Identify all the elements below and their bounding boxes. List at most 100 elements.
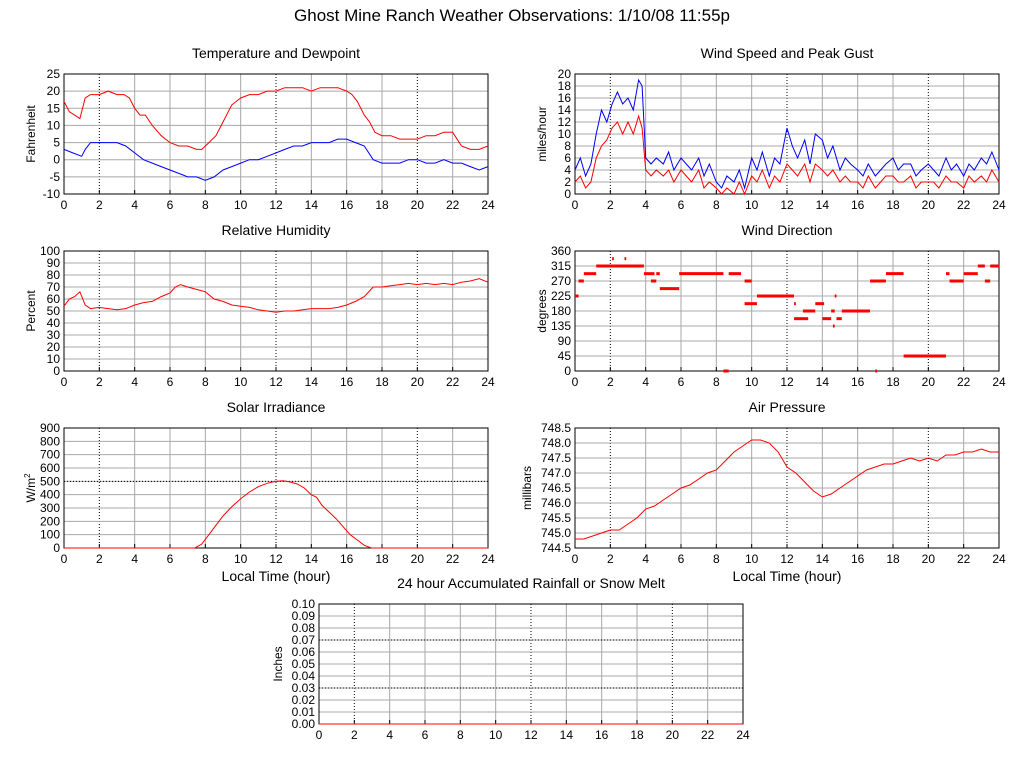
wind-xtick-label: 10 <box>745 198 759 212</box>
wind-xtick-label: 24 <box>992 198 1006 212</box>
humidity-ytick-label: 60 <box>47 292 61 306</box>
rain-chart: 24 hour Accumulated Rainfall or Snow Mel… <box>271 575 750 742</box>
solar-ytick-label: 800 <box>40 434 60 448</box>
pressure-xtick-label: 2 <box>607 552 614 566</box>
humidity-ytick-label: 30 <box>47 328 61 342</box>
humidity-xtick-label: 14 <box>305 375 319 389</box>
winddir-xtick-label: 10 <box>745 375 759 389</box>
rain-ytick-label: 0.10 <box>292 597 316 611</box>
rain-ytick-label: 0.00 <box>292 717 316 731</box>
rain-xtick-label: 12 <box>524 728 538 742</box>
wind-title: Wind Speed and Peak Gust <box>701 45 874 61</box>
wind-ytick-label: 12 <box>558 115 572 129</box>
temp-ytick-label: 25 <box>47 67 61 81</box>
pressure-ytick-label: 746.0 <box>541 496 571 510</box>
rain-xtick-label: 8 <box>457 728 464 742</box>
pressure-ytick-label: 745.0 <box>541 526 571 540</box>
humidity-xtick-label: 16 <box>340 375 354 389</box>
solar-ytick-label: 0 <box>53 541 60 555</box>
temp-xtick-label: 22 <box>446 198 460 212</box>
solar-xtick-label: 6 <box>167 552 174 566</box>
rain-xtick-label: 22 <box>701 728 715 742</box>
temp-xtick-label: 2 <box>96 198 103 212</box>
wind-xtick-label: 6 <box>678 198 685 212</box>
solar-ytick-label: 900 <box>40 421 60 435</box>
temp-xtick-label: 20 <box>411 198 425 212</box>
wind-xtick-label: 14 <box>816 198 830 212</box>
pressure-ytick-label: 747.0 <box>541 466 571 480</box>
humidity-ytick-label: 50 <box>47 304 61 318</box>
rain-xtick-label: 0 <box>316 728 323 742</box>
rain-xtick-label: 18 <box>630 728 644 742</box>
winddir-ytick-label: 270 <box>551 274 571 288</box>
humidity-xtick-label: 0 <box>61 375 68 389</box>
winddir-xtick-label: 2 <box>607 375 614 389</box>
pressure-xtick-label: 14 <box>816 552 830 566</box>
rain-xtick-label: 10 <box>489 728 503 742</box>
winddir-xtick-label: 18 <box>886 375 900 389</box>
solar-ylabel: W/m2 <box>23 473 38 503</box>
humidity-xtick-label: 18 <box>375 375 389 389</box>
solar-xtick-label: 10 <box>234 552 248 566</box>
wind-ytick-label: 2 <box>564 175 571 189</box>
temp-ytick-label: 0 <box>53 153 60 167</box>
solar-ytick-label: 400 <box>40 488 60 502</box>
solar-ytick-label: 300 <box>40 501 60 515</box>
solar-ylabel-sup: 2 <box>23 473 32 478</box>
pressure-xtick-label: 6 <box>678 552 685 566</box>
winddir-ytick-label: 135 <box>551 319 571 333</box>
rain-ytick-label: 0.01 <box>292 705 316 719</box>
winddir-ytick-label: 90 <box>558 334 572 348</box>
temp-series-0-line <box>63 87 489 150</box>
solar-xtick-label: 20 <box>411 552 425 566</box>
solar-xtick-label: 2 <box>96 552 103 566</box>
pressure-xlabel: Local Time (hour) <box>733 568 842 584</box>
rain-xtick-label: 16 <box>595 728 609 742</box>
temp-xtick-label: 24 <box>481 198 495 212</box>
humidity-ytick-label: 20 <box>47 340 61 354</box>
solar-xlabel: Local Time (hour) <box>222 568 331 584</box>
solar-xtick-label: 14 <box>305 552 319 566</box>
wind-ytick-label: 4 <box>564 163 571 177</box>
winddir-ytick-label: 0 <box>564 364 571 378</box>
temp-xtick-label: 4 <box>131 198 138 212</box>
pressure-xtick-label: 4 <box>642 552 649 566</box>
humidity-ylabel: Percent <box>24 290 38 332</box>
humidity-ytick-label: 10 <box>47 352 61 366</box>
wind-xtick-label: 2 <box>607 198 614 212</box>
winddir-ylabel: degrees <box>535 289 549 332</box>
wind-ytick-label: 16 <box>558 91 572 105</box>
solar-xtick-label: 0 <box>61 552 68 566</box>
wind-xtick-label: 0 <box>572 198 579 212</box>
temp-ytick-label: -5 <box>49 170 60 184</box>
temp-xtick-label: 0 <box>61 198 68 212</box>
winddir-xtick-label: 24 <box>992 375 1006 389</box>
winddir-xtick-label: 12 <box>780 375 794 389</box>
wind-ytick-label: 8 <box>564 139 571 153</box>
humidity-ytick-label: 100 <box>40 244 60 258</box>
winddir-ytick-label: 225 <box>551 289 571 303</box>
rain-ytick-label: 0.03 <box>292 681 316 695</box>
humidity-title: Relative Humidity <box>222 222 331 238</box>
humidity-ytick-label: 40 <box>47 316 61 330</box>
pressure-ytick-label: 747.5 <box>541 451 571 465</box>
humidity-ytick-label: 70 <box>47 280 61 294</box>
winddir-xtick-label: 22 <box>957 375 971 389</box>
pressure-xtick-label: 0 <box>572 552 579 566</box>
solar-ytick-label: 200 <box>40 514 60 528</box>
winddir-xtick-label: 14 <box>816 375 830 389</box>
pressure-ytick-label: 745.5 <box>541 511 571 525</box>
wind-xtick-label: 8 <box>713 198 720 212</box>
temp-ytick-label: 15 <box>47 101 61 115</box>
wind-ytick-label: 10 <box>558 127 572 141</box>
rain-xtick-label: 14 <box>560 728 574 742</box>
rain-ytick-label: 0.07 <box>292 633 316 647</box>
rain-ytick-label: 0.06 <box>292 645 316 659</box>
humidity-ytick-label: 80 <box>47 268 61 282</box>
pressure-ytick-label: 748.0 <box>541 436 571 450</box>
rain-title: 24 hour Accumulated Rainfall or Snow Mel… <box>397 575 665 591</box>
wind-xtick-label: 18 <box>886 198 900 212</box>
pressure-xtick-label: 16 <box>851 552 865 566</box>
wind-xtick-label: 20 <box>922 198 936 212</box>
